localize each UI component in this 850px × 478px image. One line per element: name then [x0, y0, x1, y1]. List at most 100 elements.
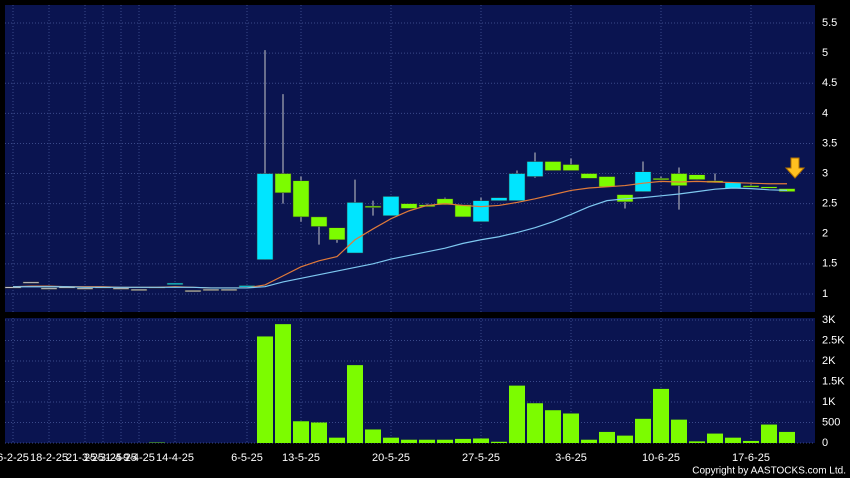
y-tick-label: 2.5K	[822, 334, 845, 346]
candle-body	[454, 204, 472, 218]
candle-body	[760, 186, 778, 189]
y-tick-label: 5.5	[822, 17, 837, 29]
y-tick-label: 500	[822, 416, 840, 428]
candle-body	[400, 203, 418, 209]
x-tick-label: 20-5-25	[372, 452, 410, 464]
volume-bar	[383, 437, 399, 443]
candle-body	[76, 287, 94, 290]
volume-bar	[347, 365, 363, 443]
x-tick-label: 17-6-25	[732, 452, 770, 464]
volume-bar	[581, 439, 597, 443]
price-panel	[5, 5, 815, 312]
candle-body	[382, 196, 400, 216]
x-tick-label: 10-6-25	[642, 452, 680, 464]
volume-bar	[257, 336, 273, 443]
candle-body	[544, 161, 562, 171]
x-tick-label: 21-3-25	[66, 452, 104, 464]
arrow-icon	[784, 157, 806, 179]
x-tick-label: 1-4-25	[105, 452, 137, 464]
volume-bar	[401, 439, 417, 443]
candle-body	[112, 287, 130, 290]
candle-body	[688, 174, 706, 180]
x-tick-label: 27-5-25	[462, 452, 500, 464]
volume-bar	[437, 439, 453, 443]
moving-average-line	[13, 187, 788, 289]
y-tick-label: 1K	[822, 396, 836, 408]
candle-body	[652, 178, 670, 181]
volume-bar	[311, 422, 327, 443]
x-tick-label: 9-4-25	[123, 452, 155, 464]
volume-bar	[707, 433, 723, 443]
x-tick-label: 18-2-25	[30, 452, 68, 464]
candle-body	[202, 288, 220, 291]
volume-bar	[455, 438, 471, 443]
x-tick-label: 25-3-25	[84, 452, 122, 464]
candle-body	[526, 161, 544, 177]
y-tick-label: 0	[822, 437, 828, 449]
candle-body	[472, 200, 490, 222]
candle-body	[346, 202, 364, 254]
volume-bar	[653, 388, 669, 443]
copyright: Copyright by AASTOCKS.com Ltd.	[692, 466, 846, 477]
candle-body	[310, 216, 328, 227]
x-tick-label: 6-2-25	[0, 452, 29, 464]
candle-body	[292, 180, 310, 218]
volume-bar	[689, 441, 705, 443]
y-tick-label: 1.5	[822, 258, 837, 270]
candle-body	[274, 173, 292, 194]
candle-body	[490, 197, 508, 201]
volume-bar	[761, 424, 777, 443]
y-tick-label: 2	[822, 228, 828, 240]
volume-bar	[599, 431, 615, 443]
y-tick-label: 4	[822, 107, 828, 119]
candle-body	[256, 173, 274, 260]
y-tick-label: 1	[822, 288, 828, 300]
candle-body	[220, 288, 238, 291]
marks	[4, 50, 796, 443]
x-tick-label: 14-4-25	[156, 452, 194, 464]
x-tick-label: 6-5-25	[231, 452, 263, 464]
volume-bar	[725, 437, 741, 443]
volume-bar	[563, 413, 579, 443]
candle-body	[580, 173, 598, 179]
volume-bar	[617, 435, 633, 443]
y-tick-label: 2K	[822, 355, 836, 367]
candle-body	[508, 173, 526, 201]
volume-bar	[527, 403, 543, 443]
candle-body	[670, 173, 688, 186]
candle-body	[364, 205, 382, 208]
candle-body	[130, 288, 148, 291]
y-tick-label: 5	[822, 47, 828, 59]
x-tick-label: 13-5-25	[282, 452, 320, 464]
y-tick-label: 3K	[822, 314, 836, 326]
volume-bar	[545, 410, 561, 443]
candle-body	[22, 281, 40, 284]
candle-body	[598, 176, 616, 188]
candle-body	[166, 282, 184, 285]
volume-bar	[491, 441, 507, 443]
volume-bar	[671, 419, 687, 443]
y-tick-label: 2.5	[822, 198, 837, 210]
volume-bar	[293, 421, 309, 443]
volume-bar	[275, 324, 291, 443]
volume-bar	[473, 438, 489, 443]
volume-bar	[743, 440, 759, 443]
y-tick-label: 3	[822, 167, 828, 179]
y-tick-label: 4.5	[822, 77, 837, 89]
candle-body	[328, 227, 346, 241]
y-tick-label: 1.5K	[822, 375, 845, 387]
candle-body	[436, 198, 454, 206]
volume-bar	[419, 439, 435, 443]
x-tick-label: 3-6-25	[555, 452, 587, 464]
candle-body	[40, 287, 58, 290]
volume-bar	[635, 418, 651, 443]
volume-bar	[779, 431, 795, 443]
volume-bar	[509, 385, 525, 443]
y-tick-label: 3.5	[822, 137, 837, 149]
volume-bar	[365, 429, 381, 443]
candle-body	[742, 185, 760, 188]
candle-body	[634, 171, 652, 192]
candle-body	[184, 290, 202, 293]
volume-panel	[5, 318, 815, 443]
